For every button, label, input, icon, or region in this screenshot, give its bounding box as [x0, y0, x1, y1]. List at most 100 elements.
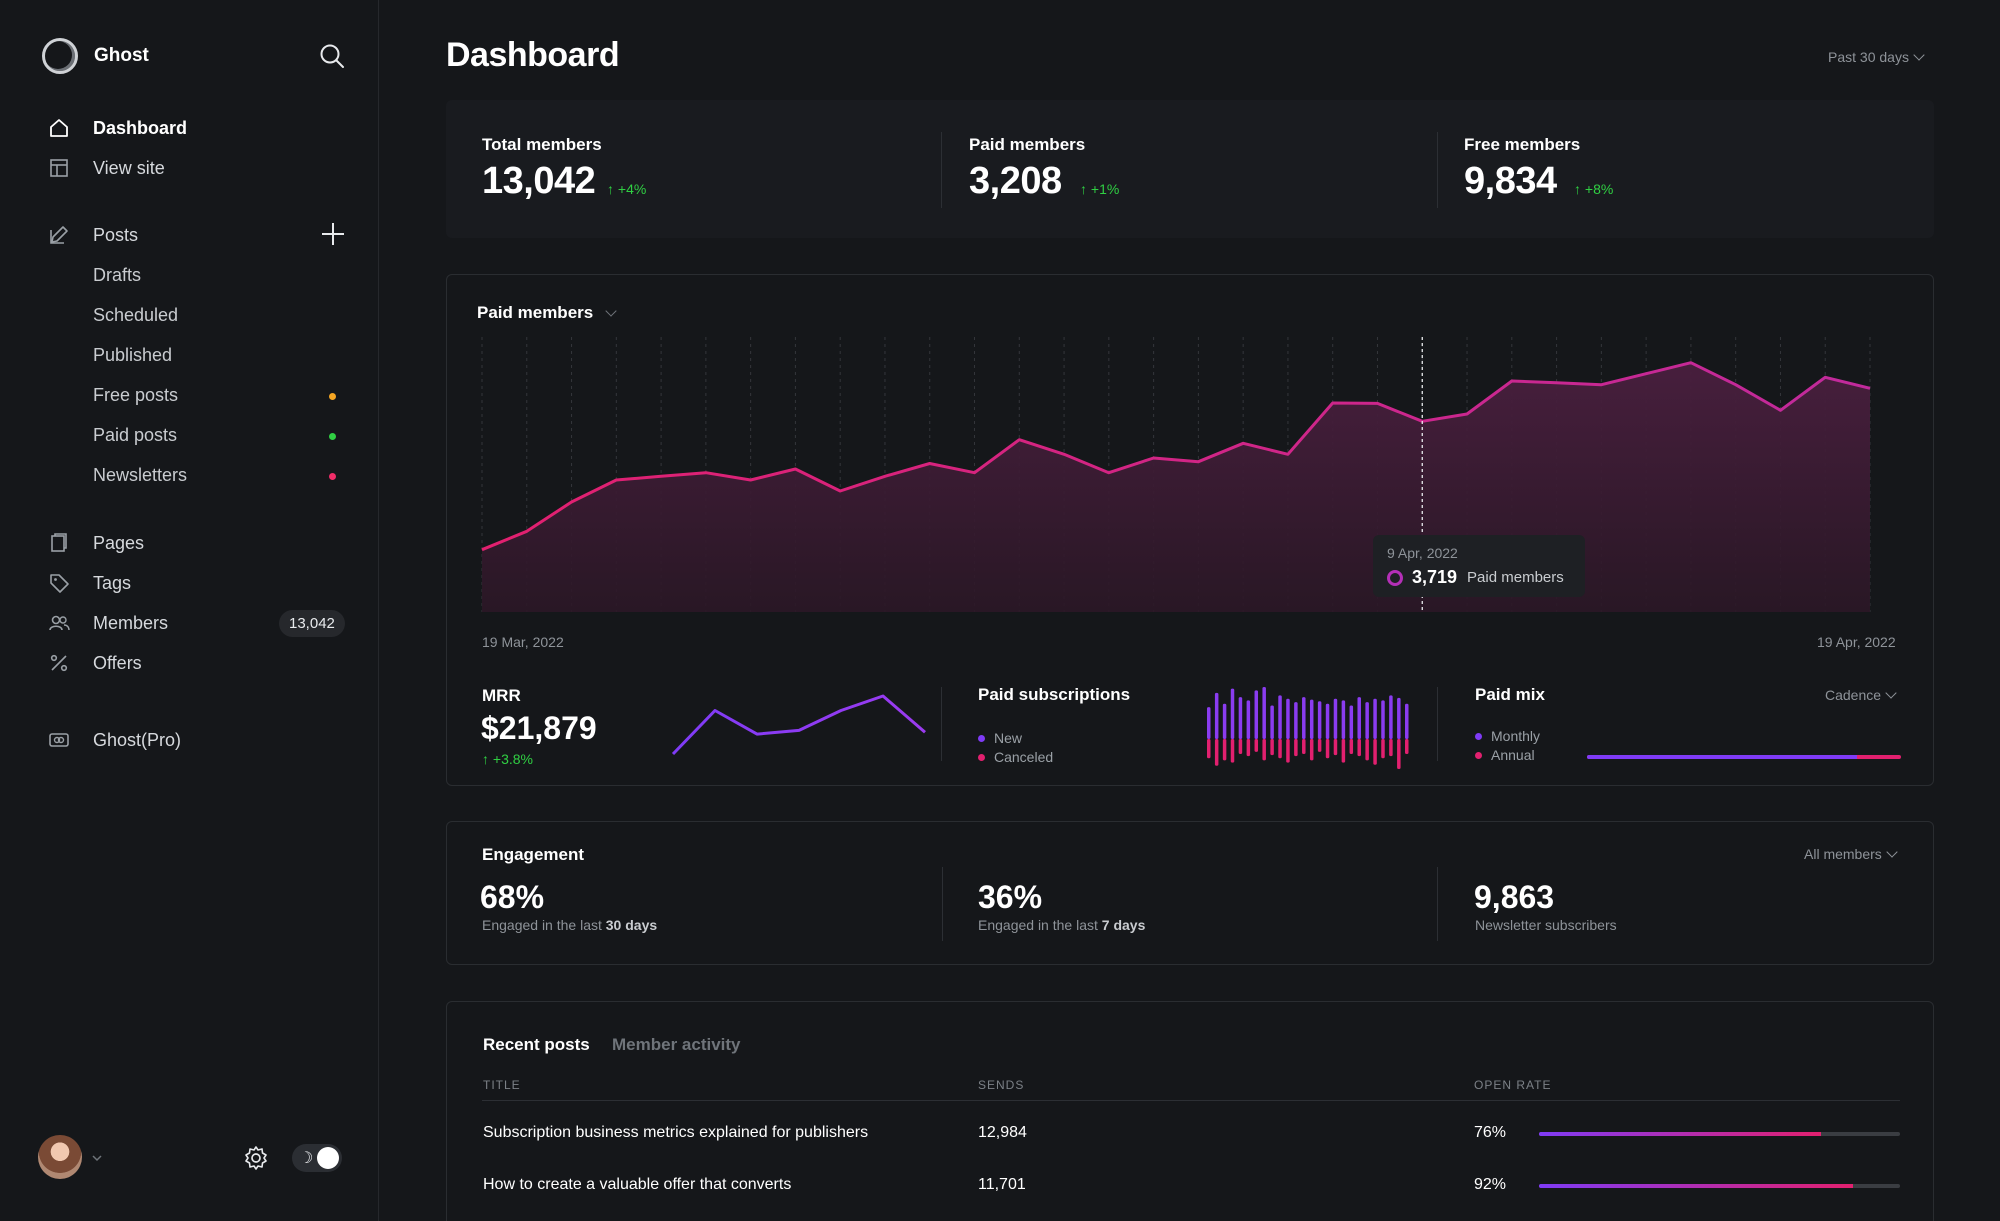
- stat-value: 36%: [978, 879, 1043, 915]
- brand-name: Ghost: [94, 45, 149, 66]
- legend-label: Annual: [1491, 747, 1535, 763]
- tab-member-activity[interactable]: Member activity: [612, 1035, 741, 1054]
- sidebar-subitem-label: Newsletters: [93, 464, 188, 485]
- sidebar-item-label: Tags: [93, 572, 132, 593]
- bar-canceled: [1349, 739, 1354, 754]
- sidebar-subitem-newsletters[interactable]: Newsletters: [93, 461, 343, 489]
- legend-canceled: Canceled: [978, 749, 1053, 765]
- legend-new: New: [978, 730, 1022, 746]
- sidebar-item-tags[interactable]: Tags: [48, 569, 348, 597]
- gear-icon[interactable]: [243, 1145, 269, 1171]
- ghost-pro-icon: [49, 733, 69, 747]
- sidebar-item-view-site[interactable]: View site: [48, 154, 348, 182]
- pages-icon: [51, 533, 67, 552]
- sidebar-subitem-paid-posts[interactable]: Paid posts: [93, 421, 343, 449]
- chart-area: [482, 362, 1870, 612]
- bar-new: [1302, 697, 1306, 739]
- bar-canceled: [1207, 739, 1211, 759]
- chevron-down-icon[interactable]: [90, 1151, 104, 1165]
- bar-canceled: [1373, 739, 1377, 765]
- bar-new: [1262, 687, 1266, 739]
- bar-new: [1309, 699, 1314, 739]
- tooltip-label: Paid members: [1467, 569, 1564, 586]
- sidebar-subitem-free-posts[interactable]: Free posts: [93, 381, 343, 409]
- sidebar-subitem-drafts[interactable]: Drafts: [93, 261, 343, 289]
- cadence-select[interactable]: Cadence: [1825, 687, 1897, 703]
- cadence-label: Cadence: [1825, 687, 1882, 703]
- open-rate-bar-fill: [1539, 1132, 1821, 1136]
- sidebar-subitem-label: Drafts: [93, 264, 142, 285]
- bar-new: [1389, 695, 1393, 739]
- post-sends: 12,984: [978, 1124, 1027, 1141]
- mrr-value: $21,879: [481, 710, 597, 746]
- toggle-knob: [317, 1147, 339, 1169]
- paid-members-metric-select[interactable]: Paid members: [477, 303, 617, 323]
- table-header-divider: [482, 1100, 1900, 1101]
- edit-icon: [50, 226, 68, 244]
- paid-mix-label: Paid mix: [1475, 685, 1545, 704]
- stat-caption: Engaged in the last 30 days: [482, 917, 657, 933]
- tooltip-series-marker: [1387, 569, 1403, 586]
- legend-monthly: Monthly: [1475, 728, 1540, 744]
- mrr-delta: ↑ +3.8%: [482, 751, 533, 767]
- sidebar-subitem-published[interactable]: Published: [93, 341, 343, 369]
- chart-end-date: 19 Apr, 2022: [1817, 634, 1896, 650]
- kpi-value: 13,042: [482, 160, 596, 202]
- percent-icon: [50, 654, 68, 672]
- post-title[interactable]: How to create a valuable offer that conv…: [483, 1176, 792, 1193]
- brand[interactable]: Ghost: [42, 38, 149, 74]
- mrr-line: [671, 694, 926, 756]
- sidebar-item-dashboard[interactable]: Dashboard: [48, 114, 348, 142]
- bar-new: [1270, 705, 1274, 739]
- bar-new: [1341, 700, 1346, 739]
- members-filter-label: All members: [1804, 846, 1882, 862]
- sidebar-subitem-scheduled[interactable]: Scheduled: [93, 301, 343, 329]
- bar-new: [1325, 703, 1330, 739]
- legend-dot: [978, 753, 985, 761]
- search-icon[interactable]: [318, 42, 346, 70]
- kpi-label: Free members: [1464, 135, 1581, 154]
- stat-value: 68%: [480, 879, 545, 915]
- sidebar-item-pages[interactable]: Pages: [48, 529, 348, 557]
- sidebar-item-label: Ghost(Pro): [93, 729, 182, 750]
- bar-new: [1365, 702, 1369, 739]
- legend-dot: [1475, 732, 1482, 740]
- members-filter-select[interactable]: All members: [1804, 846, 1898, 862]
- legend-annual: Annual: [1475, 747, 1535, 763]
- dark-mode-toggle[interactable]: ☽: [292, 1144, 342, 1172]
- tab-recent-posts[interactable]: Recent posts: [483, 1035, 590, 1054]
- bar-canceled: [1357, 739, 1361, 757]
- chevron-down-icon: [1885, 687, 1897, 699]
- sidebar-item-offers[interactable]: Offers: [48, 649, 348, 677]
- sidebar-item-label: Posts: [93, 224, 139, 245]
- sidebar-item-ghost-pro[interactable]: Ghost(Pro): [48, 726, 348, 754]
- divider: [941, 687, 942, 761]
- sidebar-item-label: Members: [93, 612, 169, 633]
- sidebar-subitem-label: Paid posts: [93, 424, 178, 445]
- divider: [1437, 687, 1438, 761]
- paid-mix-bar: [1587, 755, 1901, 759]
- sidebar-item-label: Offers: [93, 652, 142, 673]
- tag-icon: [50, 574, 69, 593]
- bar-canceled: [1286, 739, 1290, 763]
- post-title[interactable]: Subscription business metrics explained …: [483, 1124, 869, 1141]
- kpi-card: Total members 13,042 ↑ +4% Paid members …: [446, 100, 1934, 238]
- kpi-delta: ↑ +8%: [1574, 181, 1614, 197]
- sidebar-item-members[interactable]: Members 13,042: [48, 609, 348, 637]
- bar-new: [1214, 692, 1219, 739]
- date-range-label: Past 30 days: [1828, 49, 1909, 65]
- user-avatar[interactable]: [38, 1135, 82, 1179]
- paid-subscriptions-label: Paid subscriptions: [978, 685, 1131, 704]
- new-post-plus-icon[interactable]: [318, 219, 348, 249]
- chevron-down-icon: [1913, 49, 1925, 61]
- bar-canceled: [1238, 739, 1243, 754]
- date-range-select[interactable]: Past 30 days: [1828, 49, 1925, 65]
- tooltip-value: 3,719: [1412, 567, 1458, 587]
- kpi-label: Paid members: [969, 135, 1086, 154]
- sidebar-item-posts[interactable]: Posts: [48, 221, 348, 249]
- bar-new: [1333, 698, 1338, 739]
- bar-canceled: [1294, 739, 1298, 757]
- paid-subscriptions-chart: [1207, 687, 1409, 769]
- bar-canceled: [1254, 739, 1259, 752]
- column-header-title: TITLE: [483, 1078, 521, 1092]
